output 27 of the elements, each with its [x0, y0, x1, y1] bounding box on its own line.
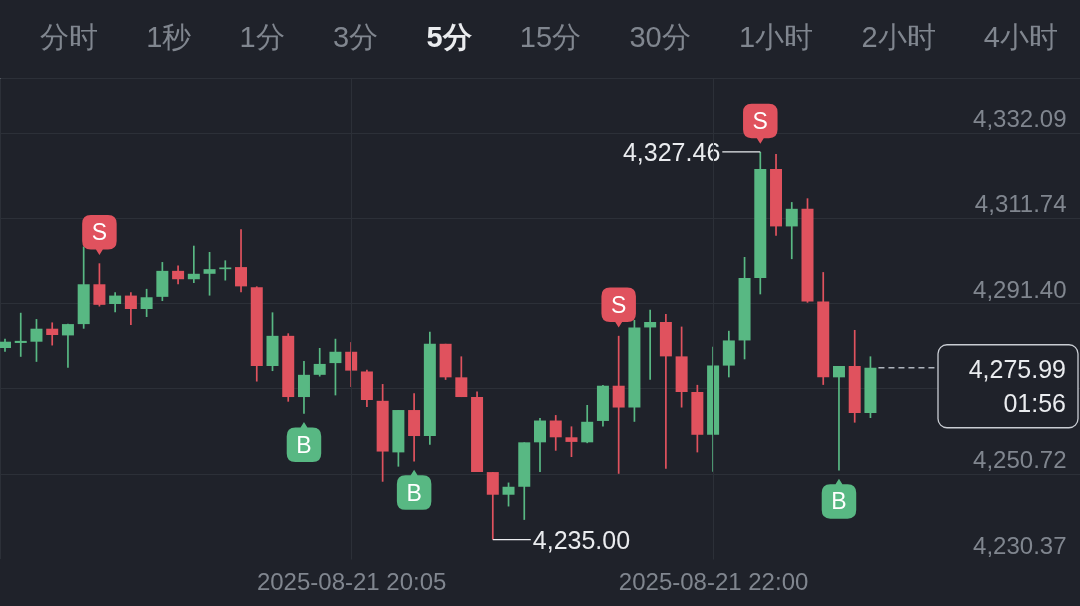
- text: 1小时: [739, 21, 814, 53]
- annotation: B: [831, 488, 847, 515]
- text: 15分: [519, 21, 582, 53]
- y-tick-label: 4,291.40: [973, 275, 1067, 303]
- text: 5分: [426, 21, 473, 53]
- annotation: S: [611, 291, 627, 318]
- text: 30分: [629, 21, 691, 53]
- annotation: 4,327.46: [622, 137, 721, 166]
- text: 3分: [332, 21, 379, 53]
- annotation: 4,235.00: [532, 525, 631, 554]
- x-tick-label: 2025-08-21 22:00: [618, 567, 809, 595]
- text: 2小时: [861, 21, 936, 53]
- y-tick-label: 4,250.72: [973, 446, 1067, 474]
- x-tick-label: 2025-08-21 20:05: [256, 567, 447, 595]
- text: 1分: [239, 21, 285, 53]
- annotation: 01:56: [1003, 388, 1066, 417]
- annotation: S: [91, 219, 108, 246]
- annotation: S: [752, 107, 768, 134]
- y-tick-label: 4,311.74: [974, 190, 1067, 218]
- text: 分时: [40, 21, 98, 53]
- y-tick-label: 4,332.09: [973, 105, 1067, 133]
- annotation: B: [406, 479, 422, 506]
- y-tick-label: 4,230.37: [973, 531, 1067, 559]
- text: 4小时: [983, 21, 1058, 53]
- ref-line-label: 4,275.99: [968, 354, 1066, 383]
- text: 1秒: [146, 21, 192, 53]
- annotation: B: [296, 431, 312, 458]
